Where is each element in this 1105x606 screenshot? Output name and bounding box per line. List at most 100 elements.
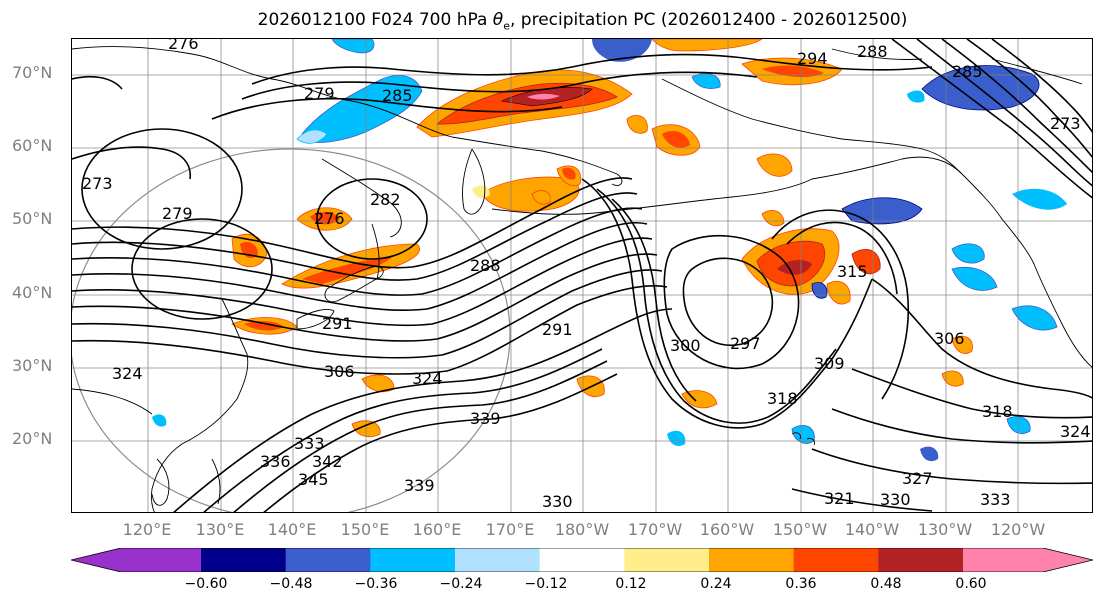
contour-label: 333	[980, 490, 1011, 509]
precip-blob	[756, 153, 793, 177]
precip-blob	[244, 321, 284, 331]
lon-label-160e: 160°E	[412, 520, 462, 539]
contour-label: 282	[370, 190, 401, 209]
lat-label-20n: 20°N	[12, 429, 53, 448]
contour-label: 324	[412, 369, 443, 388]
map-canvas: 279 285 288 294 282 279 273 276 288 291 …	[72, 39, 1092, 512]
colorbar-cell	[624, 548, 710, 572]
colorbar-cell	[709, 548, 795, 572]
colorbar-tick-label: −0.36	[354, 576, 398, 592]
colorbar-tick-label: −0.60	[184, 576, 228, 592]
colorbar-cell	[793, 548, 879, 572]
contour-label: 306	[324, 362, 355, 381]
precip-blob	[920, 446, 939, 462]
contour-label: 324	[1060, 422, 1091, 441]
colorbar	[71, 548, 1093, 572]
contour-label: 300	[670, 336, 701, 355]
precip-blob	[667, 430, 686, 446]
precip-blob	[662, 131, 690, 148]
lon-label-150e: 150°E	[340, 520, 390, 539]
contour-label: 321	[824, 489, 855, 508]
colorbar-cell	[201, 548, 287, 572]
contour-label: 297	[730, 334, 761, 353]
precip-blob	[301, 75, 423, 143]
colorbar-cell	[370, 548, 456, 572]
colorbar-tick-label: 0.60	[955, 576, 987, 592]
colorbar-tick-label: −0.12	[524, 576, 568, 592]
lon-label-120w: 120°W	[990, 520, 1046, 539]
precip-blob	[811, 282, 828, 299]
precip-blob	[762, 65, 824, 78]
contour-label: 288	[857, 42, 888, 61]
contour-labels: 279 285 288 294 282 279 273 276 288 291 …	[82, 39, 1091, 511]
colorbar-cell	[71, 548, 201, 572]
colorbar-cell	[963, 548, 1093, 572]
colorbar-cell	[539, 548, 625, 572]
precip-blob	[761, 210, 785, 227]
precip-blob	[296, 129, 328, 144]
precip-blob	[472, 185, 490, 198]
contour-label: 315	[837, 262, 868, 281]
lon-label-130w: 130°W	[917, 520, 973, 539]
contour-label: 339	[404, 476, 435, 495]
theta-e-contours	[72, 39, 1092, 512]
lat-label-40n: 40°N	[12, 283, 53, 302]
precip-blob	[527, 93, 560, 100]
contour-label: 330	[880, 490, 911, 509]
colorbar-cell	[878, 548, 964, 572]
colorbar-tick-label: 0.24	[700, 576, 732, 592]
contour-label: 276	[168, 39, 199, 53]
contour-label: 279	[304, 84, 335, 103]
colorbar-tick-label: 0.36	[785, 576, 817, 592]
lat-label-60n: 60°N	[12, 136, 53, 155]
contour-label: 339	[470, 409, 501, 428]
contour-label: 276	[314, 209, 345, 228]
lon-label-180w: 180°W	[554, 520, 610, 539]
precip-blob	[841, 197, 923, 225]
lon-label-130e: 130°E	[195, 520, 245, 539]
lon-label-150w: 150°W	[772, 520, 828, 539]
precip-blob	[626, 115, 648, 134]
precip-blob	[951, 267, 998, 291]
lon-label-140w: 140°W	[844, 520, 900, 539]
precip-blob	[562, 167, 576, 180]
precip-blob	[921, 65, 1040, 111]
contour-label: 342	[312, 452, 343, 471]
precip-blob	[941, 370, 964, 387]
precip-blob	[302, 257, 392, 284]
contour-label: 324	[112, 364, 143, 383]
contour-label: 285	[952, 62, 983, 81]
lat-label-30n: 30°N	[12, 356, 53, 375]
lon-label-160w: 160°W	[699, 520, 755, 539]
precip-blob	[331, 39, 375, 54]
precip-blob	[531, 190, 551, 205]
contour-label: 273	[82, 174, 113, 193]
lon-label-170w: 170°W	[627, 520, 683, 539]
contour-label: 345	[298, 470, 329, 489]
precip-blob	[651, 39, 763, 52]
map-frame: 279 285 288 294 282 279 273 276 288 291 …	[71, 38, 1093, 513]
colorbar-tick-label: −0.48	[269, 576, 313, 592]
lat-label-50n: 50°N	[12, 209, 53, 228]
contour-label: 330	[542, 492, 573, 511]
contour-label: 327	[902, 469, 933, 488]
colorbar-tick-label: 0.48	[870, 576, 902, 592]
precip-blob	[1011, 305, 1058, 331]
colorbar-cell	[285, 548, 371, 572]
precip-blob	[691, 73, 721, 89]
precip-blob	[951, 243, 985, 264]
precip-blob	[826, 280, 851, 305]
contour-label: 291	[322, 314, 353, 333]
contour-label: 306	[934, 329, 965, 348]
precip-shading	[152, 39, 1067, 462]
colorbar-cell	[455, 548, 541, 572]
precip-blob	[907, 90, 925, 103]
contour-label: 336	[260, 452, 291, 471]
coastlines	[72, 46, 1092, 512]
colorbar-tick-label: 0.12	[615, 576, 647, 592]
lon-label-140e: 140°E	[267, 520, 317, 539]
contour-label: 279	[162, 204, 193, 223]
contour-label: 294	[797, 49, 828, 68]
page-title: 2026012100 F024 700 hPa θe, precipitatio…	[257, 10, 908, 33]
contour-label: 309	[814, 354, 845, 373]
